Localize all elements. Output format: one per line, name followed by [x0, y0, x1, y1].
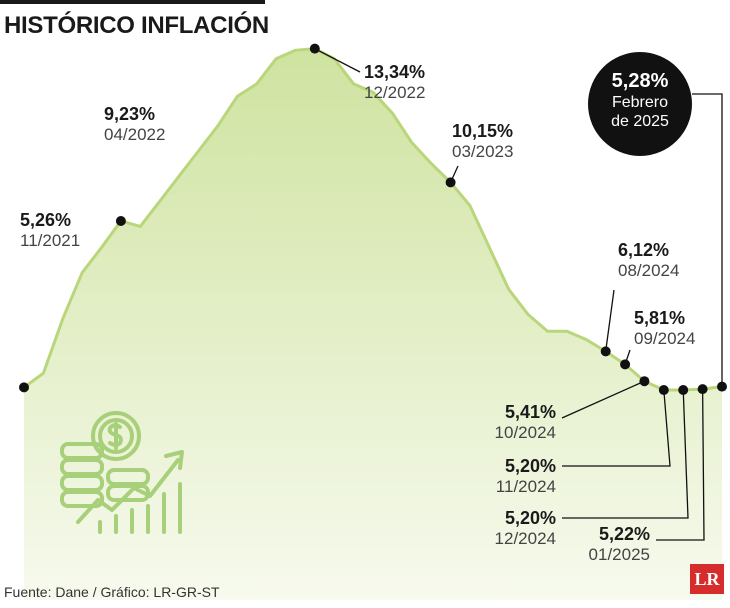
source-note: Fuente: Dane / Gráfico: LR-GR-ST — [4, 584, 220, 600]
annotation-08-2024: 6,12% 08/2024 — [618, 240, 680, 280]
point-11-2021 — [19, 382, 29, 393]
lr-logo: LR — [690, 564, 724, 594]
point-02-2025 — [717, 381, 727, 392]
annotation-11-2024: 5,20% 11/2024 — [495, 456, 556, 496]
point-01-2025 — [697, 384, 708, 395]
annotation-09-2024: 5,81% 09/2024 — [634, 308, 696, 348]
point-11-2024 — [658, 385, 669, 395]
latest-year: de 2025 — [611, 113, 669, 131]
point-01-2025-leader — [656, 389, 705, 541]
annotation-12-2022: 13,34% 12/2022 — [364, 62, 426, 102]
point-12-2024 — [678, 385, 689, 395]
title-bar — [0, 0, 265, 4]
point-10-2024-leader — [561, 380, 645, 419]
annotation-12-2024: 5,20% 12/2024 — [494, 508, 556, 548]
point-10-2024 — [639, 376, 650, 387]
point-03-2023 — [445, 177, 456, 188]
chart-title: HISTÓRICO INFLACIÓN — [4, 12, 269, 39]
annotation-04-2022: 9,23% 04/2022 — [104, 104, 166, 144]
latest-value: 5,28% — [611, 70, 669, 92]
latest-month: Febrero — [611, 94, 669, 111]
point-08-2024 — [600, 346, 611, 357]
point-09-2024 — [620, 359, 631, 370]
point-04-2022 — [115, 216, 126, 226]
finance-growth-icon — [60, 411, 184, 534]
annotation-10-2024: 5,41% 10/2024 — [494, 402, 556, 442]
inflation-area-fill — [24, 48, 722, 601]
point-02-2025-leader — [692, 93, 723, 387]
point-11-2024-leader — [562, 389, 671, 467]
point-08-2024-leader — [605, 289, 615, 352]
latest-value-callout: 5,28% Febrero de 2025 — [588, 52, 692, 156]
annotation-11-2021: 5,26% 11/2021 — [20, 210, 81, 250]
annotation-01-2025: 5,22% 01/2025 — [588, 524, 650, 564]
point-12-2024-leader — [562, 389, 689, 519]
annotation-03-2023: 10,15% 03/2023 — [452, 121, 514, 161]
point-12-2022 — [309, 43, 320, 54]
point-12-2022-leader — [314, 48, 361, 73]
